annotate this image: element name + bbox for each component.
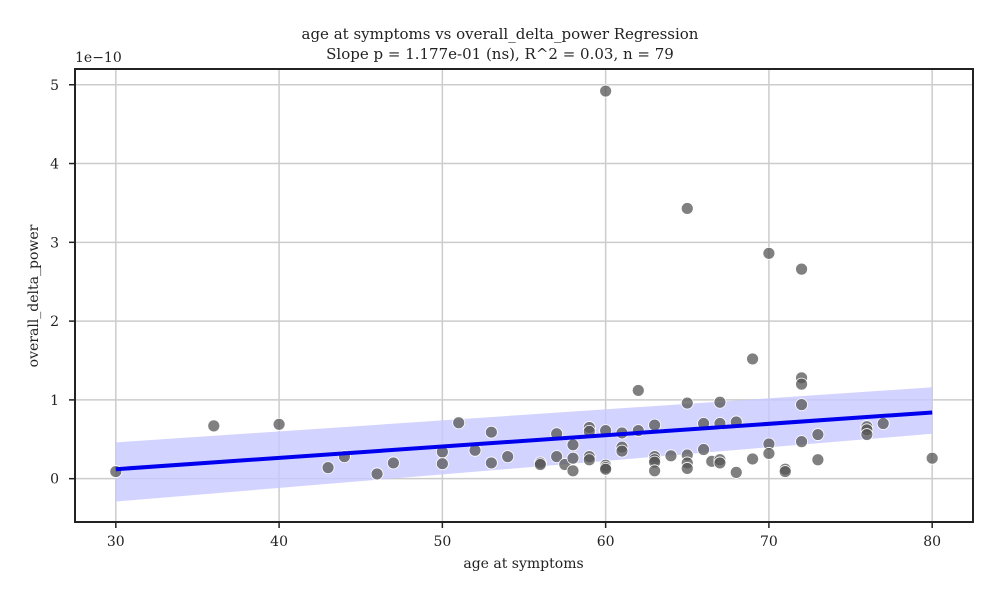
data-point — [729, 465, 743, 479]
data-point — [680, 396, 694, 410]
data-point — [762, 246, 776, 260]
data-point — [795, 262, 808, 276]
plot-frame — [74, 68, 974, 523]
data-point — [925, 451, 939, 465]
data-point — [615, 444, 629, 458]
data-point — [680, 202, 694, 215]
x-axis-label: age at symptoms — [463, 556, 584, 572]
y-tick-label: 3 — [50, 235, 59, 251]
y-tick-label: 0 — [50, 472, 59, 488]
confidence-band — [115, 387, 933, 502]
data-point — [713, 456, 727, 470]
data-point — [648, 464, 662, 478]
data-point — [697, 443, 710, 456]
regression-line — [115, 410, 933, 472]
data-point — [484, 425, 498, 439]
data-point — [533, 458, 547, 471]
data-point — [599, 84, 613, 98]
axis-ticks: 30 40 50 60 70 80 0 1 2 3 4 5 — [50, 78, 941, 550]
data-point — [876, 417, 890, 430]
data-point — [860, 428, 874, 441]
scatter-points — [109, 84, 939, 481]
data-point — [746, 452, 759, 466]
data-point — [631, 384, 645, 397]
data-point — [370, 467, 384, 481]
data-point — [272, 417, 286, 431]
data-point — [762, 447, 776, 460]
y-tick-label: 2 — [50, 314, 59, 330]
data-point — [778, 465, 792, 478]
y-axis-offset-label: 1e−10 — [75, 50, 122, 66]
x-tick-label: 60 — [597, 534, 615, 550]
data-point — [566, 451, 580, 465]
data-point — [386, 456, 400, 470]
data-point — [811, 428, 825, 441]
data-point — [207, 419, 221, 433]
data-point — [321, 461, 335, 475]
x-tick-label: 40 — [270, 534, 288, 550]
data-point — [648, 418, 662, 432]
chart-title: age at symptoms vs overall_delta_power R… — [301, 25, 699, 43]
data-point — [680, 462, 694, 475]
y-tick-label: 4 — [50, 157, 59, 173]
data-point — [795, 435, 808, 449]
data-point — [599, 462, 613, 476]
data-point — [566, 464, 580, 478]
data-point — [452, 416, 466, 430]
data-point — [795, 398, 808, 412]
data-point — [550, 450, 564, 464]
data-point — [811, 453, 825, 467]
x-tick-label: 50 — [433, 534, 451, 550]
y-tick-label: 1 — [50, 393, 59, 409]
data-point — [435, 457, 449, 471]
data-point — [484, 456, 498, 470]
x-tick-label: 30 — [107, 534, 125, 550]
confidence-band-layer — [115, 387, 933, 502]
regression-line-layer — [115, 410, 933, 472]
chart-subtitle: Slope p = 1.177e-01 (ns), R^2 = 0.03, n … — [326, 45, 674, 63]
data-point — [501, 450, 515, 464]
x-tick-label: 70 — [760, 534, 778, 550]
data-point — [795, 377, 808, 391]
data-point — [664, 449, 678, 463]
data-point — [566, 438, 580, 452]
data-point — [746, 352, 759, 366]
data-point — [582, 453, 596, 467]
x-tick-label: 80 — [923, 534, 941, 550]
y-tick-label: 5 — [50, 78, 59, 94]
data-point — [713, 395, 727, 409]
